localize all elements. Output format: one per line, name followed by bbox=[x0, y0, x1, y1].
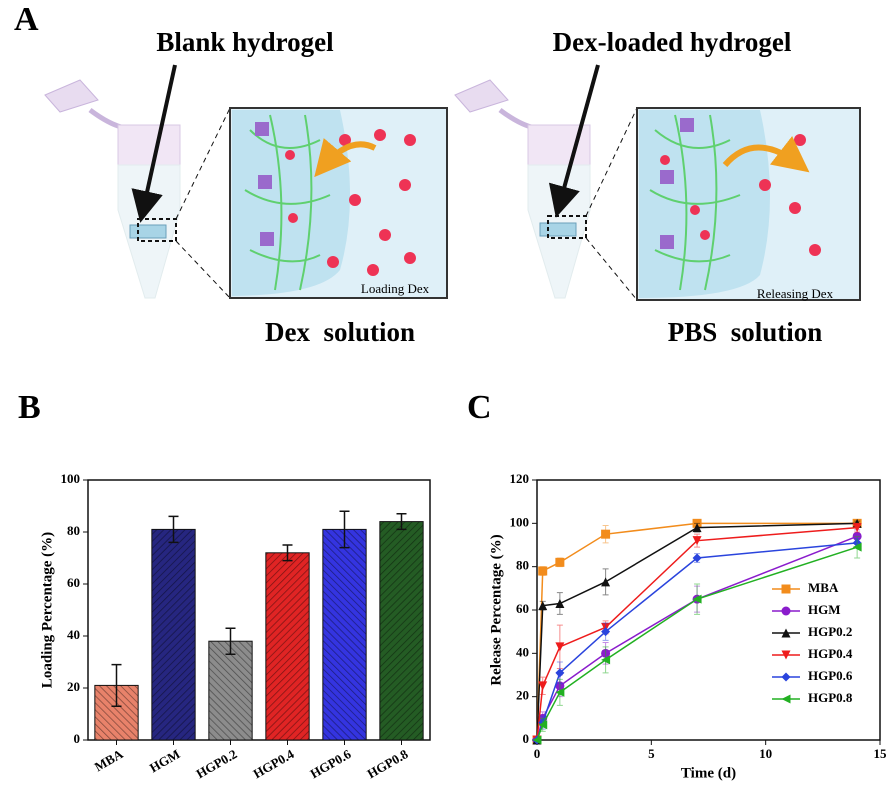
error-bar bbox=[396, 513, 407, 531]
legend-label: MBA bbox=[808, 580, 839, 595]
x-tick-label: HGP0.4 bbox=[251, 746, 297, 781]
marker bbox=[601, 529, 611, 539]
y-tick-label: 20 bbox=[67, 679, 80, 694]
marker bbox=[781, 650, 791, 660]
marker bbox=[601, 627, 611, 637]
error-bar bbox=[282, 544, 293, 562]
marker bbox=[532, 735, 542, 745]
legend-label: HGP0.4 bbox=[808, 646, 853, 661]
y-axis-title: Loading Percentage (%) bbox=[39, 532, 55, 688]
legend-label: HGM bbox=[808, 602, 841, 617]
marker bbox=[555, 668, 565, 678]
marker bbox=[692, 594, 702, 604]
right-zoom bbox=[636, 107, 861, 301]
left-title: Blank hydrogel bbox=[156, 27, 334, 57]
series-line bbox=[536, 546, 858, 741]
error-bar bbox=[168, 515, 179, 544]
marker bbox=[601, 655, 611, 665]
y-axis-title: Release Percentage (%) bbox=[488, 534, 504, 685]
bar bbox=[265, 552, 310, 741]
plot-frame bbox=[87, 479, 431, 741]
marker bbox=[538, 681, 548, 691]
panel-label: B bbox=[18, 389, 41, 426]
y-tick-label: 120 bbox=[510, 471, 530, 486]
marker bbox=[781, 606, 791, 616]
left-tube bbox=[44, 64, 231, 299]
bar bbox=[208, 640, 253, 741]
error-bar bbox=[111, 663, 122, 707]
y-tick-label: 80 bbox=[516, 558, 529, 573]
marker bbox=[692, 553, 702, 563]
x-tick-label: MBA bbox=[92, 746, 126, 774]
y-tick-label: 80 bbox=[67, 523, 80, 538]
series-line bbox=[536, 522, 858, 741]
panel-label: A bbox=[14, 1, 39, 38]
marker bbox=[538, 720, 548, 730]
series-line bbox=[536, 522, 858, 741]
series-line bbox=[536, 542, 858, 741]
y-tick-label: 40 bbox=[67, 627, 80, 642]
x-tick-label: HGP0.2 bbox=[194, 746, 240, 781]
legend-label: HGP0.6 bbox=[808, 668, 853, 683]
bar bbox=[151, 528, 196, 741]
error-bar bbox=[225, 627, 236, 655]
y-tick-label: 40 bbox=[516, 644, 529, 659]
marker bbox=[692, 523, 702, 533]
marker bbox=[538, 601, 548, 611]
marker bbox=[781, 672, 791, 682]
y-tick-label: 0 bbox=[523, 731, 530, 746]
legend-label: HGP0.8 bbox=[808, 690, 853, 705]
x-axis-title: Time (d) bbox=[681, 765, 736, 781]
right-tube bbox=[454, 64, 638, 301]
right-caption: Releasing Dex bbox=[757, 286, 834, 301]
x-tick-label: HGP0.6 bbox=[308, 746, 354, 781]
marker bbox=[781, 628, 791, 638]
y-tick-label: 0 bbox=[74, 731, 81, 746]
left-solution: Dex solution bbox=[265, 317, 415, 347]
bar bbox=[322, 528, 367, 741]
y-tick-label: 100 bbox=[61, 471, 81, 486]
legend-label: HGP0.2 bbox=[808, 624, 852, 639]
x-tick-label: 5 bbox=[648, 746, 655, 761]
x-tick-label: 0 bbox=[534, 746, 541, 761]
panel-label: C bbox=[467, 389, 492, 426]
x-tick-label: HGM bbox=[147, 746, 183, 775]
marker bbox=[555, 557, 565, 567]
right-solution: PBS solution bbox=[668, 317, 823, 347]
marker bbox=[852, 542, 862, 552]
left-caption: Loading Dex bbox=[361, 281, 430, 296]
marker bbox=[781, 694, 791, 704]
y-tick-label: 60 bbox=[67, 575, 80, 590]
marker bbox=[555, 642, 565, 652]
bar bbox=[379, 521, 424, 741]
marker bbox=[781, 584, 791, 594]
y-tick-label: 20 bbox=[516, 688, 529, 703]
marker bbox=[852, 523, 862, 533]
marker bbox=[555, 599, 565, 608]
y-tick-label: 60 bbox=[516, 601, 529, 616]
right-title: Dex-loaded hydrogel bbox=[553, 27, 792, 57]
error-bar bbox=[339, 510, 350, 549]
marker bbox=[555, 687, 565, 697]
x-tick-label: 10 bbox=[759, 746, 772, 761]
marker bbox=[601, 577, 611, 587]
y-tick-label: 100 bbox=[510, 514, 530, 529]
x-tick-label: 15 bbox=[874, 746, 888, 761]
marker bbox=[538, 566, 548, 576]
marker bbox=[692, 536, 702, 546]
x-tick-label: HGP0.8 bbox=[365, 746, 411, 781]
left-zoom bbox=[229, 107, 448, 299]
